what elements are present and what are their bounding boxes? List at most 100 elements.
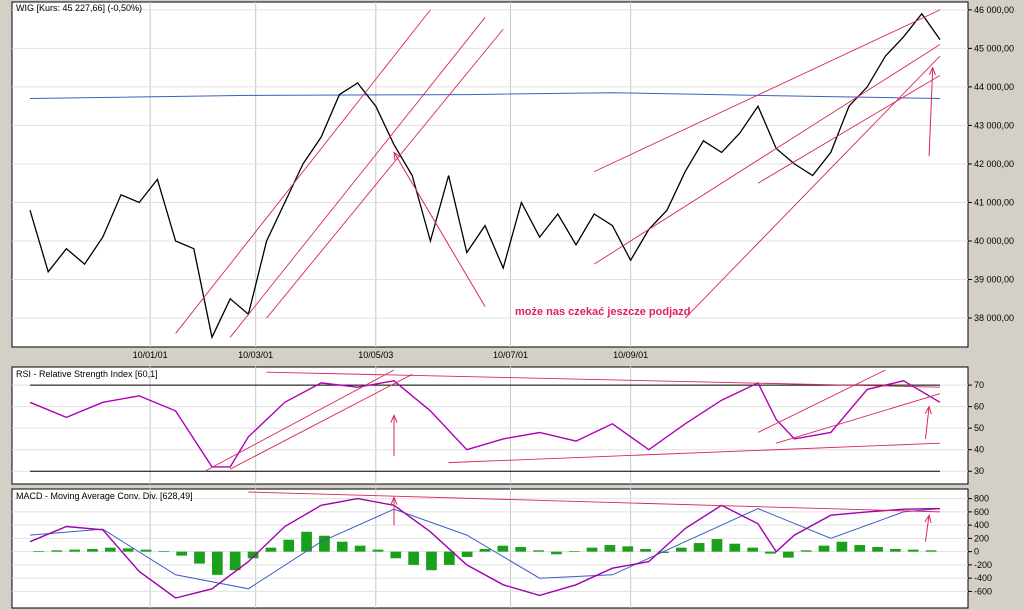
rsi-line: [29, 380, 941, 468]
macd-histogram-bar: [408, 551, 419, 565]
rsi-trend-line: [204, 369, 395, 472]
annotation-arrow: [393, 151, 401, 161]
price-panel: [11, 1, 969, 348]
macd-histogram-bar: [854, 545, 866, 552]
x-tick-label: 10/09/01: [613, 350, 648, 360]
macd-histogram-bar: [836, 541, 848, 552]
macd-histogram-bar: [354, 545, 366, 552]
macd-histogram-bar: [390, 551, 402, 559]
x-tick-label: 10/01/01: [133, 350, 168, 360]
trend-line: [175, 9, 431, 334]
x-tick-label: 10/03/01: [238, 350, 273, 360]
rsi-arrow: [924, 405, 932, 415]
macd-histogram-bar: [176, 551, 188, 556]
rsi-trend-line: [229, 373, 413, 470]
y-tick-label: 41 000,00: [974, 197, 1014, 207]
macd-histogram-bar: [479, 549, 491, 552]
trend-line: [593, 44, 941, 265]
y-tick-label: 70: [974, 380, 984, 390]
macd-arrow: [390, 496, 398, 505]
macd-histogram-bar: [551, 551, 562, 555]
macd-panel-title: MACD - Moving Average Conv. Div. [628,49…: [16, 491, 193, 501]
macd-histogram-bar: [51, 550, 63, 552]
macd-histogram-bar: [747, 547, 758, 552]
macd-histogram-bar: [729, 543, 741, 552]
macd-histogram-bar: [872, 547, 883, 552]
y-tick-label: 45 000,00: [974, 43, 1014, 53]
y-tick-label: 200: [974, 533, 989, 543]
y-tick-label: 0: [974, 547, 979, 557]
y-tick-label: -400: [974, 573, 992, 583]
trend-line: [757, 74, 941, 184]
macd-histogram-bar: [212, 551, 223, 575]
y-tick-label: 50: [974, 423, 984, 433]
macd-histogram-bar: [640, 549, 651, 552]
annotation-arrow: [928, 67, 934, 157]
macd-histogram-bar: [33, 550, 45, 552]
y-tick-label: 39 000,00: [974, 275, 1014, 285]
x-tick-label: 10/07/01: [493, 350, 528, 360]
y-tick-label: 60: [974, 402, 984, 412]
macd-histogram-bar: [283, 539, 295, 552]
macd-histogram-bar: [890, 549, 901, 552]
macd-histogram-bar: [818, 545, 830, 552]
annotation-arrow: [393, 152, 486, 307]
macd-histogram-bar: [372, 549, 384, 552]
y-tick-label: 42 000,00: [974, 159, 1014, 169]
y-tick-label: 46 000,00: [974, 5, 1014, 15]
macd-histogram-bar: [907, 549, 919, 552]
rsi-panel: [11, 366, 969, 485]
macd-histogram-bar: [568, 550, 580, 552]
macd-histogram-bar: [782, 551, 794, 558]
macd-histogram-bar: [658, 551, 669, 553]
macd-line: [29, 497, 941, 599]
rsi-arrow: [390, 413, 398, 423]
y-tick-label: 30: [974, 466, 984, 476]
price-panel-title: WIG [Kurs: 45 227,66] (-0,50%): [16, 3, 142, 13]
macd-histogram-bar: [461, 551, 473, 557]
rsi-arrow: [924, 406, 930, 439]
macd-histogram-bar: [247, 551, 259, 559]
macd-histogram-bar: [675, 547, 687, 552]
macd-histogram-bar: [604, 545, 616, 552]
y-tick-label: 600: [974, 507, 989, 517]
macd-histogram-bar: [301, 531, 312, 552]
macd-histogram-bar: [319, 535, 330, 552]
macd-histogram-bar: [87, 549, 98, 552]
macd-histogram-bar: [229, 551, 241, 571]
macd-trend-line: [248, 491, 941, 513]
y-tick-label: 800: [974, 494, 989, 504]
macd-histogram-bar: [586, 547, 598, 552]
macd-histogram-bar: [265, 547, 277, 552]
y-tick-label: 40 000,00: [974, 236, 1014, 246]
rsi-trend-line: [266, 371, 941, 388]
macd-histogram-bar: [140, 549, 152, 552]
macd-histogram-bar: [122, 548, 134, 552]
macd-histogram-bar: [925, 550, 937, 552]
macd-histogram-bar: [622, 546, 634, 552]
trend-line: [684, 55, 941, 319]
y-tick-label: 40: [974, 445, 984, 455]
macd-histogram-bar: [69, 549, 80, 552]
price-line: [29, 12, 941, 340]
rsi-trend-line: [448, 442, 941, 464]
macd-histogram-bar: [800, 550, 812, 552]
macd-histogram-bar: [693, 543, 705, 552]
macd-histogram-bar: [497, 545, 509, 552]
macd-histogram-bar: [533, 550, 544, 552]
macd-histogram-bar: [158, 550, 170, 552]
macd-histogram-bar: [194, 551, 205, 564]
trend-line: [594, 9, 941, 173]
y-tick-label: 43 000,00: [974, 120, 1014, 130]
annotation-arrow: [928, 66, 936, 76]
y-tick-label: -600: [974, 586, 992, 596]
x-tick-label: 10/05/03: [358, 350, 393, 360]
y-tick-label: 38 000,00: [974, 313, 1014, 323]
rsi-trend-line: [776, 393, 941, 444]
macd-histogram-bar: [426, 551, 437, 571]
trend-line: [229, 17, 486, 338]
macd-histogram-bar: [104, 547, 116, 552]
y-tick-label: 400: [974, 520, 989, 530]
